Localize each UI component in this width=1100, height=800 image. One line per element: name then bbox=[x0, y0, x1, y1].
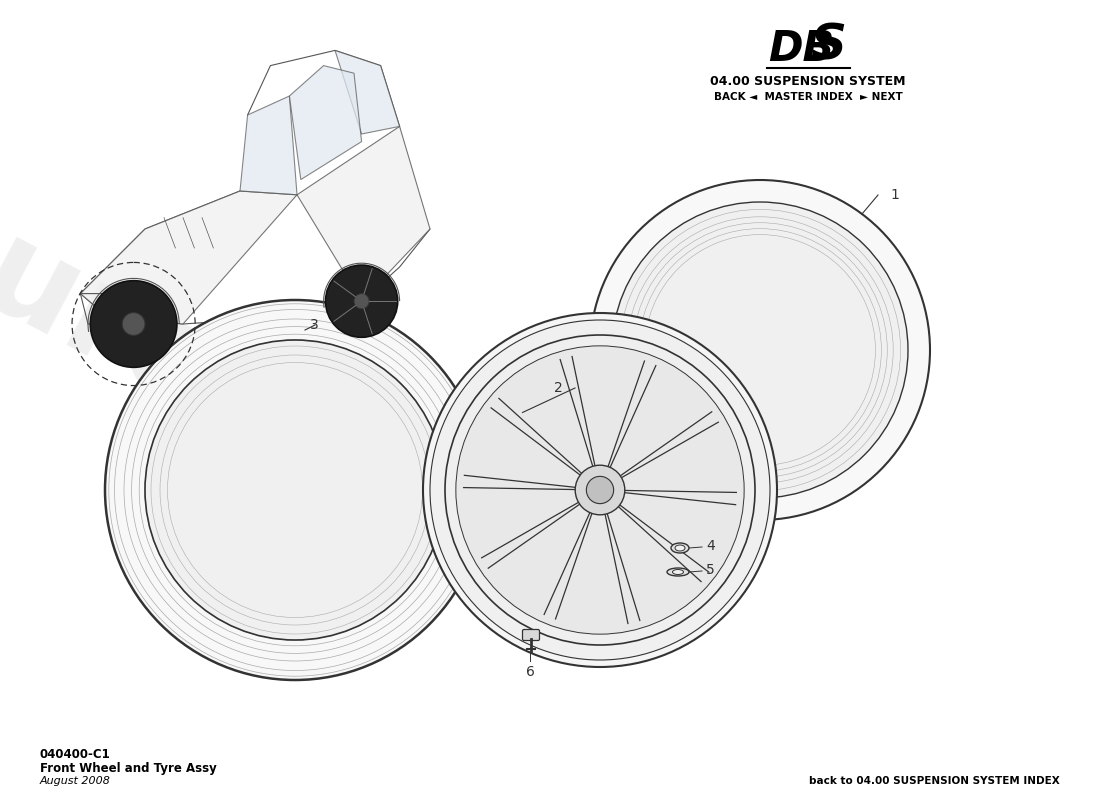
Text: 4: 4 bbox=[706, 539, 715, 553]
Ellipse shape bbox=[122, 313, 145, 335]
Polygon shape bbox=[336, 50, 399, 134]
Text: 3: 3 bbox=[310, 318, 319, 332]
Ellipse shape bbox=[326, 265, 398, 338]
Ellipse shape bbox=[145, 340, 446, 640]
Text: BACK ◄  MASTER INDEX  ► NEXT: BACK ◄ MASTER INDEX ► NEXT bbox=[714, 92, 902, 102]
Ellipse shape bbox=[612, 202, 908, 498]
Ellipse shape bbox=[586, 476, 614, 504]
FancyBboxPatch shape bbox=[522, 630, 539, 641]
Text: eurospares: eurospares bbox=[0, 168, 679, 672]
Ellipse shape bbox=[90, 281, 177, 367]
Polygon shape bbox=[289, 66, 362, 180]
Ellipse shape bbox=[430, 320, 770, 660]
Text: 1: 1 bbox=[890, 188, 899, 202]
Text: 6: 6 bbox=[526, 665, 535, 679]
Text: DB: DB bbox=[768, 28, 834, 70]
Ellipse shape bbox=[455, 346, 744, 634]
Polygon shape bbox=[240, 96, 297, 194]
Ellipse shape bbox=[575, 465, 625, 515]
Ellipse shape bbox=[667, 568, 689, 576]
Ellipse shape bbox=[675, 545, 685, 551]
Ellipse shape bbox=[424, 313, 777, 667]
Text: Front Wheel and Tyre Assy: Front Wheel and Tyre Assy bbox=[40, 762, 217, 775]
Text: August 2008: August 2008 bbox=[40, 776, 111, 786]
Text: 04.00 SUSPENSION SYSTEM: 04.00 SUSPENSION SYSTEM bbox=[711, 75, 905, 88]
Polygon shape bbox=[80, 191, 297, 324]
Ellipse shape bbox=[104, 300, 485, 680]
Ellipse shape bbox=[446, 335, 755, 645]
Text: back to 04.00 SUSPENSION SYSTEM INDEX: back to 04.00 SUSPENSION SYSTEM INDEX bbox=[810, 776, 1060, 786]
Text: 5: 5 bbox=[706, 563, 715, 577]
Polygon shape bbox=[297, 126, 430, 301]
Text: 2: 2 bbox=[554, 381, 563, 395]
Text: a passion for parts since 1985: a passion for parts since 1985 bbox=[248, 465, 612, 675]
Ellipse shape bbox=[590, 180, 930, 520]
Ellipse shape bbox=[354, 294, 370, 309]
Ellipse shape bbox=[672, 570, 683, 574]
Ellipse shape bbox=[671, 543, 689, 553]
Text: S: S bbox=[810, 22, 846, 70]
Text: 040400-C1: 040400-C1 bbox=[40, 748, 111, 761]
